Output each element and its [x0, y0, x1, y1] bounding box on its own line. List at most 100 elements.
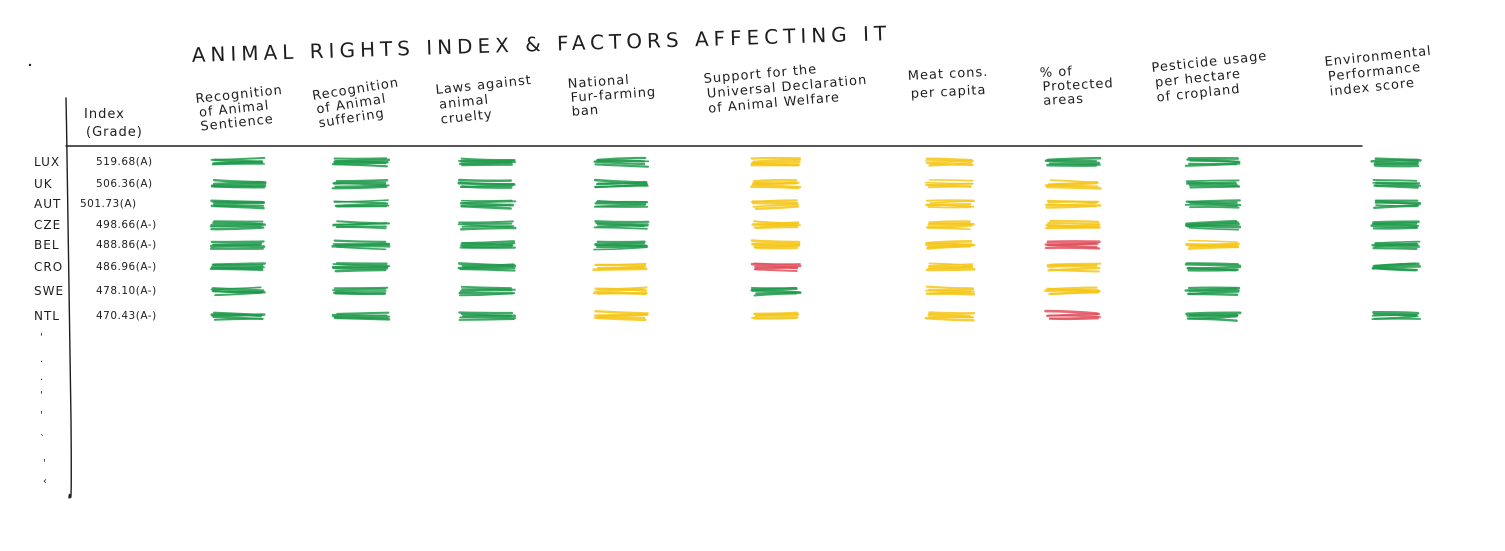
continuation-dot: '	[40, 410, 43, 421]
rating-mark	[459, 199, 517, 210]
rating-mark	[209, 220, 267, 231]
table-row: CZE 498.66(A-)	[34, 218, 1420, 232]
rating-mark	[925, 262, 976, 272]
continuation-dot: .	[40, 372, 43, 383]
column-header-line: Protected	[1042, 76, 1114, 95]
index-score: 470.43(A-)	[96, 310, 157, 322]
continuation-dot: `	[40, 433, 45, 445]
rating-mark	[592, 262, 648, 272]
index-score: 488.86(A-)	[96, 239, 157, 251]
rating-mark	[458, 157, 516, 167]
rating-mark	[331, 157, 391, 168]
page-title: ANIMAL RIGHTS INDEX & FACTORS AFFECTING …	[191, 21, 891, 67]
table-row: AUT 501.73(A)	[34, 197, 1422, 211]
rating-mark	[593, 200, 649, 208]
rating-mark	[209, 240, 266, 250]
rating-mark	[750, 156, 801, 167]
continuation-dots: ' . . ' ' ` ' ‹	[40, 332, 47, 487]
index-score: 486.96(A-)	[96, 261, 157, 273]
rating-mark	[1370, 157, 1422, 168]
rating-mark	[1371, 240, 1421, 250]
country-code: SWE	[34, 284, 64, 298]
table-row: NTL 470.43(A-)	[34, 309, 1422, 323]
rating-mark	[751, 311, 800, 320]
rating-mark	[1184, 286, 1241, 296]
country-code: UK	[34, 177, 53, 191]
rating-mark	[210, 179, 267, 189]
rating-mark	[750, 262, 802, 273]
country-code: AUT	[34, 197, 61, 211]
column-header-line: Meat cons.	[907, 65, 988, 84]
continuation-dot: '	[43, 458, 46, 469]
table-row: CRO 486.96(A-)	[34, 260, 1422, 274]
rating-mark	[750, 239, 801, 250]
rating-mark	[333, 199, 390, 208]
rating-mark	[1371, 310, 1422, 320]
rating-mark	[1373, 199, 1422, 209]
rating-mark	[750, 286, 802, 297]
rating-mark	[459, 240, 516, 249]
table-row: SWE 478.10(A-)	[34, 284, 1241, 298]
table-row: BEL 488.86(A-)	[34, 238, 1421, 252]
rating-mark	[331, 178, 390, 190]
rating-mark	[457, 178, 516, 189]
rating-mark	[925, 157, 975, 167]
rating-mark	[1044, 240, 1101, 250]
index-score: 519.68(A)	[96, 156, 153, 168]
column-header-line: per capita	[910, 83, 986, 102]
table-row: UK 506.36(A)	[34, 177, 1422, 191]
rating-mark	[593, 220, 650, 230]
column-header-line: animal	[438, 93, 489, 113]
column-header-line: ban	[571, 103, 599, 120]
continuation-dot: '	[40, 332, 43, 343]
rating-mark	[1044, 309, 1102, 321]
rating-mark	[1372, 178, 1422, 189]
column-header-line: of Animal	[198, 98, 270, 120]
column-header-line: % of	[1039, 64, 1073, 81]
rating-mark	[593, 240, 649, 251]
country-code: CRO	[34, 260, 63, 274]
rating-mark	[458, 311, 517, 321]
stray-dot	[28, 63, 32, 67]
rating-mark	[925, 285, 976, 296]
rating-mark	[209, 262, 266, 272]
rating-mark	[1185, 311, 1242, 322]
column-header-line: cruelty	[440, 107, 493, 127]
column-header-line: Fur-farming	[570, 85, 656, 106]
rating-mark	[750, 178, 802, 190]
rating-mark	[331, 262, 391, 273]
rating-mark	[593, 156, 650, 168]
rating-mark	[750, 199, 800, 211]
rating-mark	[210, 156, 266, 166]
rating-mark	[1044, 156, 1102, 167]
continuation-dot: .	[40, 354, 43, 365]
rating-mark	[1044, 179, 1102, 190]
column-header-line: National	[567, 73, 630, 92]
rating-mark	[210, 199, 265, 210]
rating-mark	[457, 220, 517, 231]
rating-mark	[331, 311, 391, 321]
rating-mark	[924, 179, 974, 189]
rating-mark	[1371, 262, 1422, 272]
rating-mark	[593, 310, 649, 322]
rating-mark	[1185, 239, 1241, 250]
rating-mark	[1045, 219, 1101, 230]
rating-mark	[924, 240, 976, 250]
rating-mark	[1046, 262, 1102, 273]
country-code: NTL	[34, 309, 60, 323]
continuation-dot: ‹	[43, 476, 47, 487]
country-code: CZE	[34, 218, 61, 232]
rating-mark	[592, 286, 648, 296]
index-header: Index (Grade)	[84, 107, 142, 140]
rating-mark	[925, 199, 975, 209]
rating-mark	[1044, 286, 1101, 296]
column-header-line: areas	[1043, 92, 1084, 109]
table-rows: LUX 519.68(A) UK 506.36(A) AUT 501.73(A) CZE 49…	[34, 155, 1422, 323]
